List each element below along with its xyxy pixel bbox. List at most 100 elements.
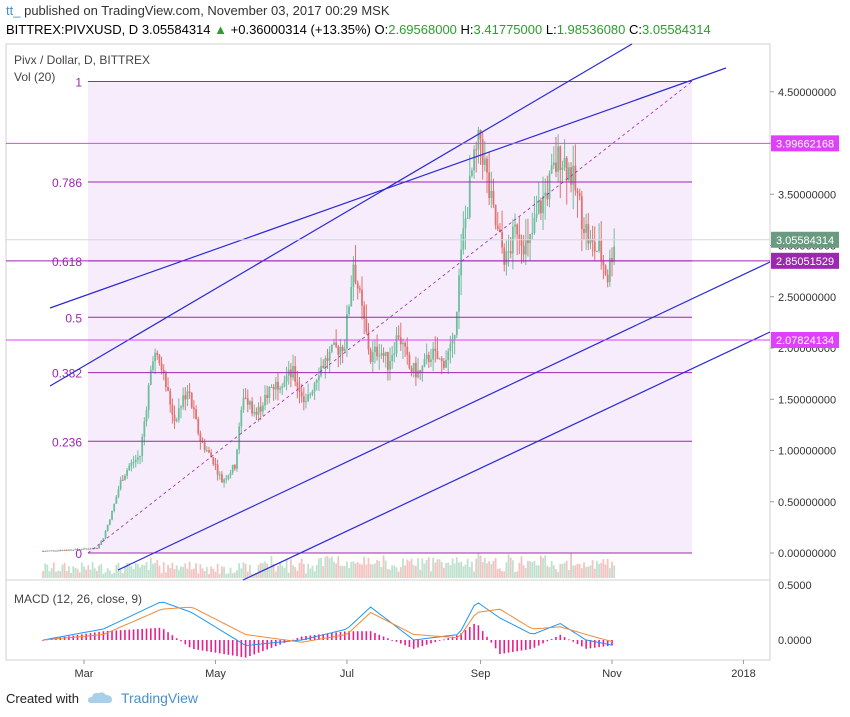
macd-hist-bar	[158, 627, 161, 640]
macd-hist-bar	[378, 634, 381, 640]
candle-body	[136, 457, 139, 460]
candle-body	[524, 239, 527, 255]
price-tag-label: 3.99662168	[776, 138, 834, 150]
macd-hist-bar	[201, 640, 204, 651]
x-tick-label: May	[205, 668, 226, 680]
candle-body	[380, 353, 383, 356]
candle-body	[160, 363, 163, 371]
candle-body	[89, 548, 92, 550]
candle-body	[531, 232, 534, 235]
candle-body	[427, 354, 430, 362]
candle-body	[399, 337, 402, 345]
macd-hist-bar	[93, 632, 96, 640]
tradingview-brand-link[interactable]: TradingView	[120, 690, 199, 706]
volume-bar	[173, 569, 176, 578]
candle-body	[343, 348, 346, 351]
volume-bar	[307, 563, 310, 578]
x-tick-label: 2018	[731, 668, 755, 680]
candle-body	[432, 348, 435, 360]
volume-bar	[529, 561, 532, 578]
macd-hist-bar	[438, 640, 441, 641]
candle-body	[111, 510, 113, 520]
candle-body	[499, 229, 501, 233]
volume-bar	[552, 565, 555, 578]
volume-indicator-label: Vol (20)	[14, 70, 55, 84]
volume-bar	[395, 567, 398, 578]
x-tick-label: Jul	[340, 668, 354, 680]
macd-hist-bar	[477, 625, 480, 640]
candle-body	[464, 218, 467, 229]
macd-hist-bar	[115, 630, 118, 640]
candle-body	[186, 391, 189, 400]
volume-bar	[141, 564, 144, 578]
candle-body	[527, 239, 529, 244]
volume-bar	[274, 571, 277, 578]
volume-bar	[451, 558, 454, 578]
macd-hist-bar	[529, 640, 531, 650]
candle-body	[289, 369, 292, 378]
candle-body	[210, 452, 213, 458]
candle-body	[496, 225, 499, 230]
price-tag-label: 3.05584314	[776, 235, 834, 247]
candle-body	[414, 362, 417, 378]
volume-bar	[98, 565, 100, 578]
volume-bar	[455, 557, 458, 578]
volume-bar	[397, 571, 400, 578]
volume-bar	[272, 563, 275, 578]
macd-hist-bar	[537, 640, 540, 646]
candle-body	[61, 549, 64, 551]
candle-body	[402, 342, 404, 345]
candle-body	[611, 258, 613, 263]
candle-body	[395, 335, 398, 354]
macd-hist-bar	[382, 636, 385, 640]
candle-body	[606, 274, 609, 283]
volume-bar	[130, 565, 133, 578]
candle-body	[311, 391, 314, 395]
volume-bar	[466, 558, 469, 578]
candle-body	[354, 264, 357, 283]
macd-hist-bar	[85, 633, 87, 640]
candle-body	[483, 158, 486, 165]
close-value: 3.05584314	[642, 22, 711, 37]
volume-bar	[210, 566, 213, 578]
candle-body	[227, 475, 230, 479]
y-tick-label: 3.50000000	[778, 189, 836, 201]
macd-hist-bar	[305, 635, 307, 640]
volume-bar	[358, 563, 361, 578]
candle-body	[561, 167, 564, 170]
candle-body	[509, 251, 512, 254]
volume-bar	[419, 569, 422, 578]
publisher-user[interactable]: tt_	[6, 3, 21, 18]
volume-bar	[184, 563, 187, 578]
up-arrow-icon: ▲	[214, 22, 228, 37]
candle-body	[438, 358, 441, 360]
volume-bar	[322, 566, 325, 578]
candle-body	[300, 391, 303, 397]
volume-bar	[337, 556, 340, 578]
signal-line	[43, 606, 613, 643]
macd-hist-bar	[559, 634, 562, 640]
volume-bar	[583, 562, 585, 578]
candle-body	[593, 241, 596, 252]
volume-bar	[507, 554, 510, 578]
volume-bar	[139, 567, 141, 578]
candle-body	[516, 224, 519, 235]
volume-bar	[404, 565, 407, 578]
volume-bar	[257, 564, 260, 578]
volume-bar	[171, 562, 174, 578]
candle-body	[205, 450, 208, 452]
volume-bar	[425, 559, 428, 578]
volume-bar	[70, 572, 72, 578]
candle-body	[324, 358, 327, 368]
volume-bar	[576, 563, 579, 578]
candle-body	[580, 196, 583, 230]
volume-bar	[458, 562, 460, 578]
volume-bar	[520, 556, 523, 578]
macd-hist-bar	[106, 630, 109, 640]
low-value: 1.98536080	[556, 22, 626, 37]
candle-body	[367, 331, 370, 350]
volume-bar	[548, 567, 551, 578]
macd-hist-bar	[262, 640, 264, 652]
volume-bar	[542, 557, 544, 578]
